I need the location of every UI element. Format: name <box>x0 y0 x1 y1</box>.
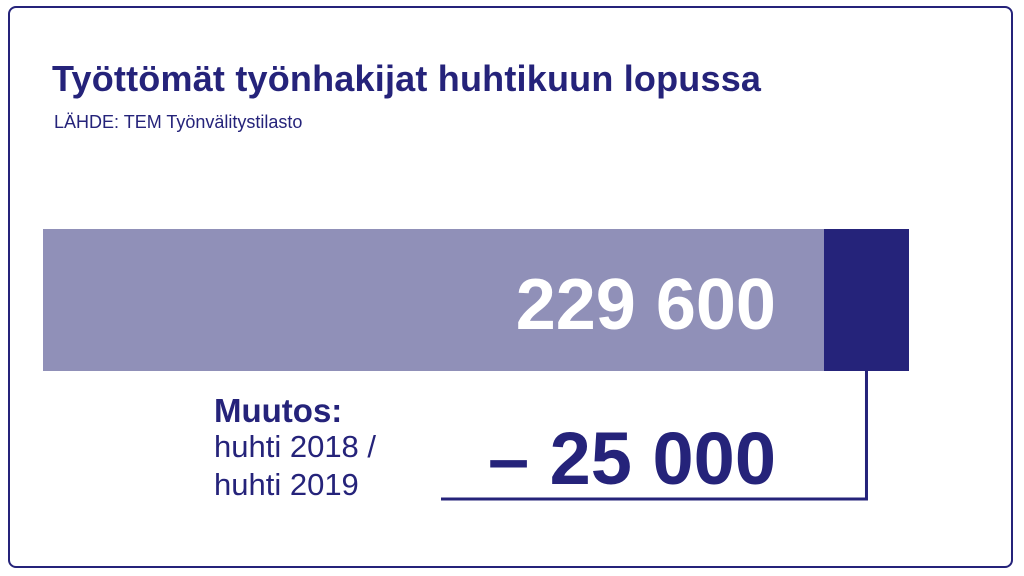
chart-title: Työttömät työnhakijat huhtikuun lopussa <box>52 58 762 99</box>
change-value-label: – 25 000 <box>488 417 776 500</box>
card-frame <box>8 6 1013 568</box>
change-period-line1: huhti 2018 / <box>214 429 377 464</box>
change-title: Muutos: <box>214 392 343 429</box>
change-period-line2: huhti 2019 <box>214 467 359 502</box>
bar-change-segment <box>823 229 909 371</box>
bar-current-unemployed <box>43 229 824 371</box>
source-note: LÄHDE: TEM Työnvälitystilasto <box>54 112 303 132</box>
change-period: huhti 2018 / huhti 2019 <box>214 428 376 504</box>
bar-value-label: 229 600 <box>516 265 776 345</box>
change-connector-line <box>441 371 868 501</box>
